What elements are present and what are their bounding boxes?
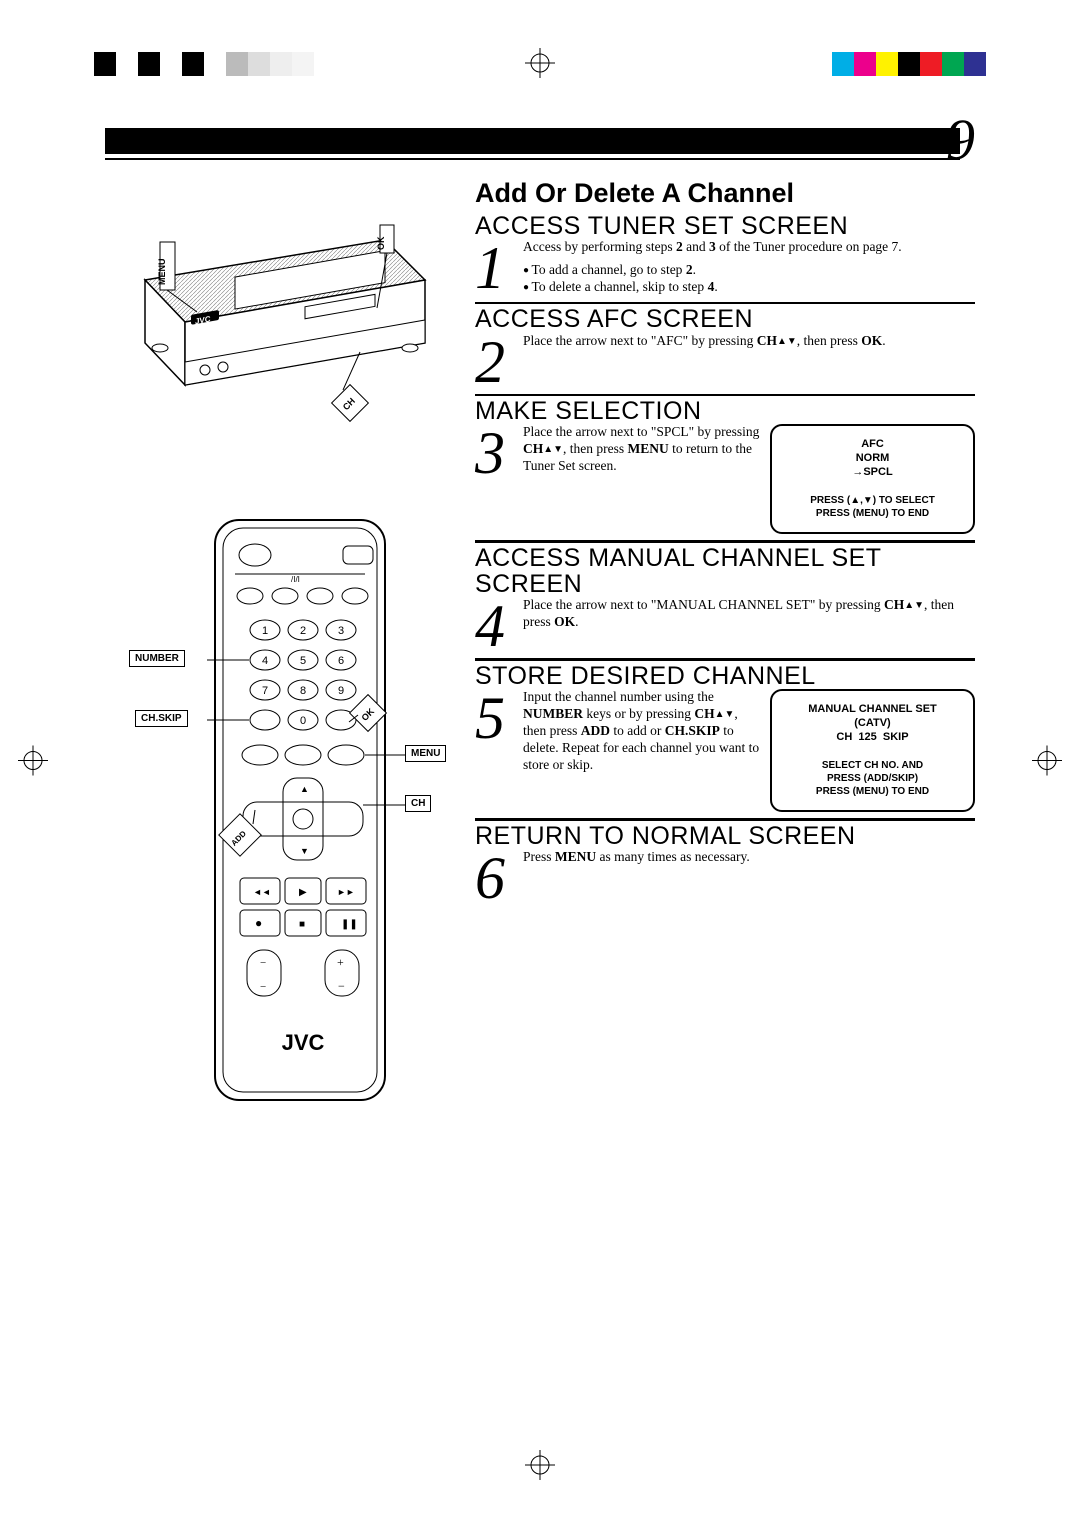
step-text: Place the arrow next to "MANUAL CHANNEL … [523, 597, 975, 652]
callout-menu-v: MENU [157, 259, 167, 286]
step-number: 3 [475, 428, 523, 534]
callout-ch: CH [405, 795, 431, 812]
svg-text:1: 1 [262, 625, 268, 637]
osd-screen: AFCNORM→SPCLPRESS (▲,▼) TO SELECTPRESS (… [770, 424, 975, 534]
svg-text:0: 0 [300, 715, 306, 727]
step-heading: RETURN TO NORMAL SCREEN [475, 823, 975, 849]
reg-crosshair-left [18, 745, 48, 780]
step-text: Place the arrow next to "SPCL" by pressi… [523, 424, 762, 475]
callout-number: NUMBER [129, 650, 185, 667]
svg-text:▼: ▼ [300, 846, 309, 856]
svg-text:▶: ▶ [299, 887, 307, 898]
callout-menu: MENU [405, 745, 446, 762]
brand-logo: JVC [282, 1030, 325, 1055]
svg-text:−: − [260, 981, 266, 993]
reg-crosshair-right [1032, 745, 1062, 780]
svg-text:4: 4 [262, 655, 268, 667]
step-number: 2 [475, 337, 523, 388]
right-column: Add Or Delete A Channel ACCESS TUNER SET… [475, 178, 975, 1135]
svg-text:3: 3 [338, 625, 344, 637]
callout-ok-v: OK [376, 236, 386, 250]
step-number: 5 [475, 693, 523, 812]
step-5: STORE DESIRED CHANNEL 5Input the channel … [475, 658, 975, 812]
svg-text:7: 7 [262, 685, 268, 697]
step-4: ACCESS MANUAL CHANNEL SET SCREEN4Place t… [475, 540, 975, 652]
svg-text:●: ● [255, 916, 262, 930]
step-number: 6 [475, 853, 523, 904]
page-number: 9 [946, 106, 975, 173]
svg-text:■: ■ [299, 919, 305, 930]
reg-bars-left [94, 52, 314, 76]
vcr-illustration: MENU OK CH JVC [105, 190, 475, 450]
step-heading: ACCESS MANUAL CHANNEL SET SCREEN [475, 545, 975, 598]
header-rule [105, 158, 960, 160]
svg-text:+: + [337, 955, 344, 969]
remote-illustration: /I/I 1 2 3 4 5 6 7 8 [105, 510, 475, 1135]
svg-text:−: − [260, 957, 266, 969]
step-text: Access by performing steps 2 and 3 of th… [523, 239, 975, 296]
reg-crosshair-bottom [525, 1450, 555, 1485]
svg-text:2: 2 [300, 625, 306, 637]
svg-text:◄◄: ◄◄ [253, 887, 271, 897]
svg-text:6: 6 [338, 655, 344, 667]
svg-text:/I/I: /I/I [291, 575, 300, 584]
reg-crosshair-top [525, 48, 555, 83]
step-text: Press MENU as many times as necessary. [523, 849, 975, 904]
step-1: ACCESS TUNER SET SCREEN 1Access by perfor… [475, 213, 975, 296]
step-number: 4 [475, 601, 523, 652]
svg-text:▲: ▲ [300, 784, 309, 794]
step-heading: ACCESS TUNER SET SCREEN [475, 213, 975, 239]
page-content: 9 [105, 128, 975, 1135]
registration-top [0, 52, 1080, 76]
header-bar [105, 128, 960, 154]
step-2: ACCESS AFC SCREEN 2Place the arrow next t… [475, 302, 975, 388]
svg-text:5: 5 [300, 655, 306, 667]
step-text: Place the arrow next to "AFC" by pressin… [523, 333, 975, 388]
callout-chskip: CH.SKIP [135, 710, 188, 727]
reg-bars-right [832, 52, 986, 76]
step-heading: STORE DESIRED CHANNEL [475, 663, 975, 689]
svg-text:9: 9 [338, 685, 344, 697]
step-number: 1 [475, 243, 523, 296]
step-3: MAKE SELECTION 3Place the arrow next to "… [475, 394, 975, 535]
step-text: Input the channel number using the NUMBE… [523, 689, 762, 773]
osd-screen: MANUAL CHANNEL SET(CATV)CH 125 SKIPSELEC… [770, 689, 975, 812]
step-heading: MAKE SELECTION [475, 398, 975, 424]
svg-text:−: − [338, 979, 345, 993]
svg-text:❚❚: ❚❚ [341, 919, 358, 930]
step-heading: ACCESS AFC SCREEN [475, 306, 975, 332]
main-title: Add Or Delete A Channel [475, 178, 975, 209]
svg-text:8: 8 [300, 685, 306, 697]
step-6: RETURN TO NORMAL SCREEN 6Press MENU as ma… [475, 818, 975, 904]
left-column: MENU OK CH JVC [105, 178, 475, 1135]
svg-text:►►: ►► [337, 887, 355, 897]
